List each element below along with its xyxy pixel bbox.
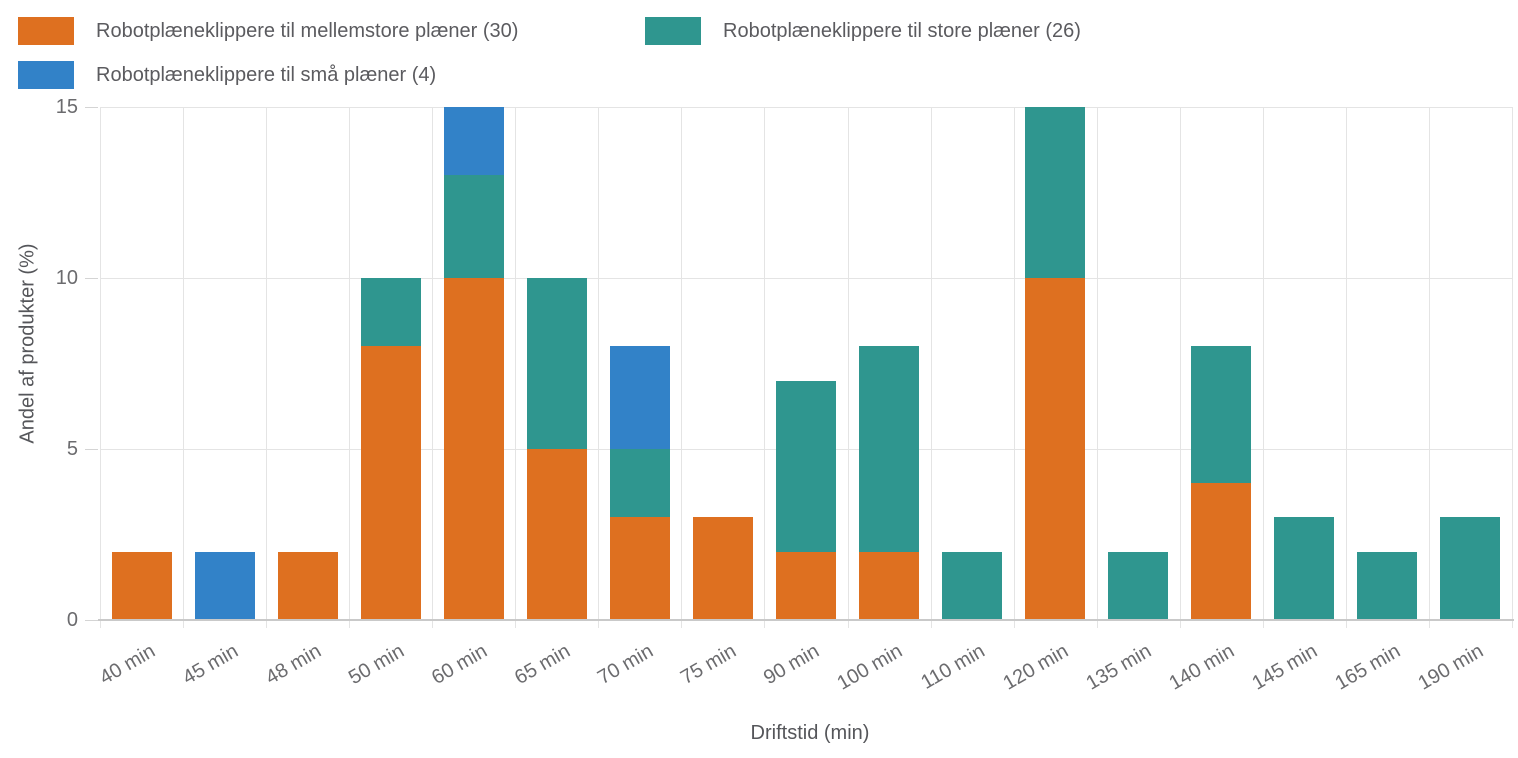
x-tick-label: 40 min <box>95 640 159 690</box>
y-tick-mark <box>85 620 98 621</box>
vertical-gridline <box>764 107 766 628</box>
bar-segment <box>859 346 920 552</box>
legend-swatch <box>645 17 701 45</box>
vertical-gridline <box>1262 107 1264 628</box>
x-tick-label: 145 min <box>1248 640 1322 695</box>
vertical-gridline <box>432 107 434 628</box>
y-tick-label: 5 <box>66 438 78 460</box>
y-tick-label: 15 <box>55 96 78 118</box>
vertical-gridline <box>598 107 600 628</box>
bar-segment <box>194 551 255 620</box>
legend-item[interactable]: Robotplæneklippere til store plæner (26) <box>645 16 1081 46</box>
x-tick-label: 65 min <box>510 640 574 690</box>
vertical-gridline <box>349 107 351 628</box>
bar-segment <box>360 346 421 620</box>
bar-segment <box>859 551 920 620</box>
vertical-gridline <box>100 107 101 628</box>
x-tick-label: 100 min <box>833 640 907 695</box>
x-tick-label: 165 min <box>1331 640 1405 695</box>
x-axis-title: Driftstid (min) <box>750 722 870 744</box>
bar-segment <box>1108 551 1169 620</box>
legend-label: Robotplæneklippere til store plæner (26) <box>723 19 1081 42</box>
bar-segment <box>111 551 172 620</box>
x-tick-label: 120 min <box>999 640 1073 695</box>
bar-segment <box>526 278 587 449</box>
bar-segment <box>609 449 670 518</box>
vertical-gridline <box>1512 107 1513 628</box>
x-tick-label: 90 min <box>760 640 823 690</box>
legend-item[interactable]: Robotplæneklippere til mellemstore plæne… <box>18 16 518 46</box>
y-tick-label: 0 <box>66 609 78 631</box>
bar-segment <box>1025 278 1086 620</box>
y-tick-mark <box>85 278 98 279</box>
vertical-gridline <box>1345 107 1347 628</box>
x-tick-label: 140 min <box>1165 640 1239 695</box>
plot-area <box>98 107 1514 628</box>
bar-segment <box>1025 107 1086 278</box>
bar-segment <box>1274 517 1335 620</box>
x-tick-label: 50 min <box>344 640 408 690</box>
bar-segment <box>277 551 338 620</box>
x-tick-label: 190 min <box>1414 640 1488 695</box>
vertical-gridline <box>1096 107 1098 628</box>
bar-segment <box>609 517 670 620</box>
legend-label: Robotplæneklippere til mellemstore plæne… <box>96 19 519 42</box>
x-tick-label: 48 min <box>261 640 325 690</box>
vertical-gridline <box>681 107 683 628</box>
x-tick-label: 135 min <box>1082 640 1156 695</box>
horizontal-gridline <box>100 107 1512 108</box>
bar-segment <box>443 107 504 176</box>
bar-segment <box>360 278 421 347</box>
bar-segment <box>526 449 587 620</box>
x-tick-label: 45 min <box>178 640 242 690</box>
legend-item[interactable]: Robotplæneklippere til små plæner (4) <box>18 60 436 90</box>
vertical-gridline <box>1179 107 1181 628</box>
bar-segment <box>1440 517 1501 620</box>
bar-segment <box>776 380 836 552</box>
y-tick-label: 10 <box>55 267 78 289</box>
vertical-gridline <box>183 107 185 628</box>
legend-swatch <box>18 17 74 45</box>
bar-segment <box>942 551 1003 620</box>
x-tick-label: 70 min <box>593 640 657 690</box>
bar-segment <box>443 175 504 278</box>
y-tick-mark <box>85 449 98 450</box>
y-axis-title: Andel af produkter (%) <box>16 243 39 444</box>
legend-label: Robotplæneklippere til små plæner (4) <box>96 63 437 86</box>
x-tick-label: 60 min <box>427 640 491 690</box>
legend-swatch <box>18 61 74 89</box>
bar-segment <box>776 551 836 620</box>
vertical-gridline <box>847 107 849 628</box>
bar-segment <box>1191 346 1252 484</box>
x-tick-label: 110 min <box>917 640 990 694</box>
vertical-gridline <box>1428 107 1430 628</box>
bar-segment <box>1191 483 1252 620</box>
horizontal-gridline <box>100 278 1512 279</box>
vertical-gridline <box>515 107 517 628</box>
x-tick-label: 75 min <box>676 640 740 690</box>
bar-segment <box>609 346 670 449</box>
vertical-gridline <box>1013 107 1015 628</box>
vertical-gridline <box>266 107 268 628</box>
vertical-gridline <box>930 107 932 628</box>
y-tick-mark <box>85 107 98 108</box>
bar-segment <box>443 278 504 620</box>
bar-segment <box>692 517 753 620</box>
x-axis-line <box>98 619 1514 621</box>
bar-segment <box>1357 551 1418 620</box>
